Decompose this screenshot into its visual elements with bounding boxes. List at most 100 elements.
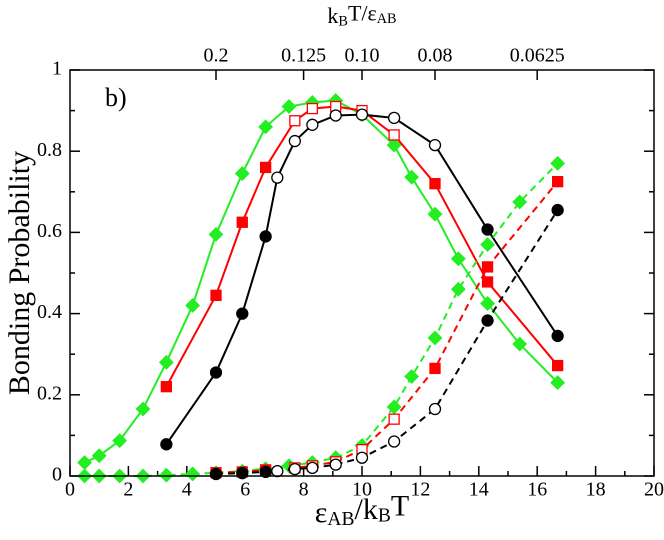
marker	[236, 467, 249, 480]
marker	[329, 109, 342, 122]
marker	[77, 455, 93, 471]
marker	[158, 354, 174, 370]
series-line	[84, 99, 559, 464]
marker	[209, 467, 223, 481]
x-tick-label: 10	[352, 479, 372, 501]
marker	[428, 402, 442, 416]
series-line	[165, 105, 559, 388]
marker	[481, 314, 494, 327]
marker	[387, 111, 401, 125]
marker	[288, 462, 301, 476]
label-part: /k	[355, 493, 378, 526]
subscript: B	[338, 14, 348, 30]
top-axis-title: kBT/εAB	[327, 1, 396, 30]
label-part: k	[327, 3, 338, 28]
x-tick-label: 16	[527, 479, 547, 501]
marker	[429, 362, 441, 375]
marker	[185, 298, 201, 313]
marker	[210, 289, 222, 301]
marker	[450, 251, 466, 267]
x-tick-label: 12	[410, 479, 430, 501]
marker	[258, 119, 274, 135]
marker	[429, 178, 441, 190]
marker	[236, 216, 248, 228]
marker	[427, 330, 443, 346]
x-tick-label: 8	[299, 479, 309, 501]
marker	[234, 166, 250, 181]
top-tick-label: 0.0625	[510, 45, 565, 67]
marker	[512, 336, 528, 352]
plot-frame	[69, 69, 655, 477]
subscript: AB	[377, 11, 397, 27]
x-axis-title: εAB/kBT	[315, 490, 409, 531]
series-line	[215, 209, 559, 475]
marker	[404, 369, 420, 384]
marker	[91, 448, 107, 464]
marker	[259, 230, 272, 243]
marker	[551, 175, 564, 188]
top-tick-label: 0.2	[204, 45, 229, 67]
marker	[289, 115, 301, 127]
y-tick-label: 0.8	[37, 139, 62, 161]
y-tick-label: 0	[52, 464, 62, 486]
marker	[271, 464, 284, 478]
marker	[281, 99, 297, 114]
marker	[355, 108, 369, 121]
subscript: B	[378, 506, 391, 527]
marker	[450, 281, 466, 297]
marker	[306, 461, 319, 475]
marker	[208, 227, 224, 242]
marker	[480, 296, 495, 311]
y-tick-label: 0.6	[37, 220, 62, 242]
marker	[551, 203, 564, 217]
x-tick-label: 6	[240, 479, 250, 501]
top-tick-label: 0.10	[345, 45, 380, 67]
x-tick-label: 0	[65, 479, 75, 501]
marker	[329, 458, 342, 471]
marker	[428, 138, 442, 152]
marker	[259, 161, 272, 174]
top-tick-label: 0.08	[418, 45, 453, 67]
label-part: ε	[315, 496, 328, 529]
marker	[550, 375, 566, 391]
marker	[160, 381, 173, 393]
marker	[481, 261, 494, 273]
marker	[427, 206, 443, 222]
label-part: T/ε	[348, 1, 377, 26]
marker	[481, 276, 494, 288]
marker	[160, 438, 173, 451]
x-tick-label: 18	[586, 479, 606, 501]
marker	[236, 307, 249, 320]
marker	[209, 366, 223, 379]
series-line	[165, 113, 559, 445]
marker	[355, 451, 369, 464]
x-tick-label: 20	[644, 479, 664, 501]
marker	[306, 102, 319, 115]
y-tick-label: 1	[52, 58, 62, 80]
marker	[271, 171, 284, 184]
x-tick-label: 14	[469, 479, 489, 501]
y-axis-title: Bonding Probability	[3, 151, 36, 395]
marker	[158, 467, 174, 483]
top-tick-label: 0.125	[281, 45, 326, 67]
marker	[404, 169, 420, 185]
marker	[551, 329, 564, 343]
marker	[306, 118, 319, 131]
subscript: AB	[327, 509, 354, 530]
marker	[481, 223, 494, 236]
marker	[386, 399, 402, 415]
marker	[185, 466, 201, 482]
marker	[512, 194, 528, 210]
label-part: T	[391, 490, 409, 523]
y-tick-label: 0.2	[37, 382, 62, 404]
marker	[288, 134, 301, 148]
marker	[550, 155, 566, 171]
marker	[551, 359, 564, 372]
x-tick-label: 2	[123, 479, 133, 501]
marker	[387, 435, 401, 448]
y-tick-label: 0.4	[37, 301, 62, 323]
marker	[388, 129, 400, 141]
marker	[386, 137, 402, 153]
